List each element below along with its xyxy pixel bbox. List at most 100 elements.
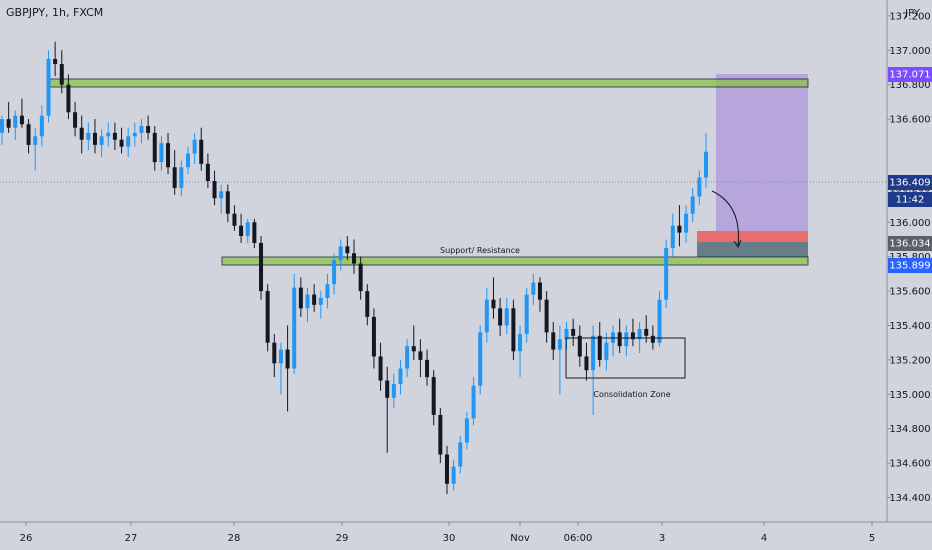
y-tick-label: 137.200 <box>889 11 930 22</box>
candle-down <box>644 328 649 336</box>
candle-up <box>518 334 523 352</box>
y-tick-label: 135.000 <box>889 390 930 401</box>
x-tick-label: 29 <box>336 533 349 544</box>
position-stop-area[interactable] <box>697 231 808 242</box>
x-tick-label: Nov <box>510 533 530 544</box>
symbol-title: GBPJPY, 1h, FXCM <box>6 6 104 19</box>
candle-down <box>312 294 317 305</box>
candle-down <box>6 119 11 128</box>
time-axis[interactable]: 26 27 28 29 30 Nov 06:00 3 4 5 <box>20 522 876 544</box>
last-price-label: 136.409 <box>889 178 930 189</box>
candle-down <box>172 167 177 188</box>
candle-up <box>192 139 197 154</box>
candle-up <box>332 260 337 285</box>
candle-down <box>239 225 244 237</box>
x-tick-label: 27 <box>125 533 138 544</box>
y-tick-label: 135.600 <box>889 287 930 298</box>
candle-down <box>571 328 576 336</box>
consolidation-box[interactable] <box>565 337 686 379</box>
candle-up <box>99 136 104 145</box>
candle-up <box>398 368 403 384</box>
candle-up <box>604 342 609 360</box>
candle-down <box>365 291 370 317</box>
candlestick-series <box>0 41 708 495</box>
y-tick-label: 136.800 <box>889 80 930 91</box>
countdown-price-tag <box>888 192 932 207</box>
candle-up <box>318 297 323 305</box>
candle-up <box>33 136 38 145</box>
candle-up <box>132 132 137 137</box>
candle-up <box>451 466 456 484</box>
support-resistance-label: Support/ Resistance <box>440 246 520 255</box>
candle-up <box>292 287 297 369</box>
resistance-zone[interactable] <box>49 78 809 88</box>
candle-down <box>53 58 58 65</box>
candle-up <box>484 299 489 333</box>
support-resistance-zone[interactable] <box>221 256 809 266</box>
candle-down <box>285 349 290 369</box>
candle-down <box>371 316 376 357</box>
candle-down <box>385 380 390 398</box>
candle-down <box>146 125 151 133</box>
candle-down <box>597 335 602 360</box>
candle-down <box>425 359 430 378</box>
candle-down <box>66 84 71 113</box>
candle-up <box>13 115 18 128</box>
candle-down <box>544 299 549 333</box>
candle-down <box>358 263 363 292</box>
y-tick-label: 134.600 <box>889 459 930 470</box>
y-tick-label: 137.000 <box>889 46 930 57</box>
x-tick-label: 26 <box>20 533 33 544</box>
candle-down <box>265 291 270 343</box>
candle-down <box>73 112 78 128</box>
candle-up <box>325 284 330 298</box>
curved-arrow[interactable] <box>711 190 739 247</box>
candle-down <box>59 64 64 85</box>
candle-up <box>670 225 675 249</box>
price-label-group: 137.071 136.409 11:42 136.034 135.899 <box>888 67 932 273</box>
candle-down <box>577 335 582 357</box>
candle-down <box>617 332 622 347</box>
candle-down <box>537 282 542 300</box>
candle-down <box>418 351 423 360</box>
target-price-label: 137.071 <box>889 70 930 81</box>
candle-up <box>591 335 596 371</box>
candle-up <box>471 385 476 419</box>
candle-up <box>690 196 695 214</box>
candle-up <box>684 213 689 233</box>
y-tick-label: 135.200 <box>889 355 930 366</box>
stop-price-tag <box>888 258 932 273</box>
candle-up <box>657 299 662 343</box>
curved-arrow-head <box>733 239 742 249</box>
candle-down <box>92 132 97 145</box>
price-axis[interactable]: 137.400137.200137.000136.800136.600136.2… <box>887 0 931 504</box>
candle-down <box>232 213 237 226</box>
y-tick-label: 136.000 <box>889 218 930 229</box>
candle-down <box>584 356 589 371</box>
candle-down <box>411 346 416 352</box>
position-entry-area[interactable] <box>697 242 808 257</box>
candle-up <box>504 308 509 326</box>
candle-up <box>564 328 569 340</box>
candle-down <box>199 139 204 164</box>
stop-price-label: 135.899 <box>889 261 930 272</box>
candle-up <box>697 177 702 197</box>
x-tick-label: 30 <box>443 533 456 544</box>
candle-up <box>624 332 629 347</box>
candle-down <box>225 191 230 214</box>
candle-up <box>637 328 642 340</box>
candle-up <box>245 222 250 237</box>
candle-down <box>378 356 383 381</box>
candle-down <box>252 222 257 243</box>
position-target-area[interactable] <box>716 74 808 231</box>
candle-down <box>112 132 117 140</box>
x-tick-label: 28 <box>228 533 241 544</box>
candle-up <box>86 132 91 140</box>
candle-down <box>438 414 443 455</box>
candle-down <box>152 132 157 163</box>
candle-up <box>46 58 51 116</box>
candle-down <box>498 308 503 326</box>
candle-up <box>278 349 283 364</box>
candle-up <box>478 332 483 386</box>
